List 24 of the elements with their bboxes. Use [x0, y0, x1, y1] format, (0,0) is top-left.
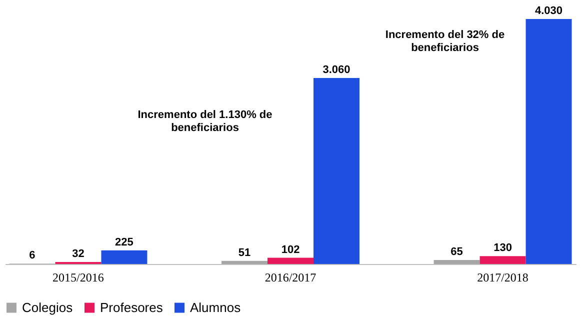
bar — [101, 250, 148, 264]
x-tick-label: 2015/2016 — [52, 270, 104, 284]
annotation: Incremento del 32% de beneficiarios — [385, 29, 505, 54]
data-label: 130 — [494, 242, 512, 254]
bar — [526, 19, 572, 264]
bar — [480, 256, 526, 264]
bar — [222, 260, 268, 264]
bar — [313, 78, 360, 264]
x-tick-label: 2016/2017 — [264, 270, 316, 284]
data-label: 32 — [72, 248, 84, 260]
legend-label: Profesores — [100, 300, 164, 315]
data-label: 225 — [115, 236, 134, 248]
bar — [434, 260, 480, 264]
annotation: Incremento del 1.130% de beneficiarios — [138, 109, 272, 134]
legend-label: Colegios — [22, 300, 74, 315]
bar — [268, 258, 314, 264]
data-label: 102 — [281, 244, 300, 256]
legend-label: Alumnos — [190, 300, 242, 315]
data-label: 3.060 — [322, 64, 350, 76]
data-label: 4.030 — [534, 5, 563, 17]
data-label: 65 — [450, 246, 463, 258]
data-label: 51 — [238, 246, 251, 259]
x-tick-label: 2017/2018 — [477, 270, 528, 284]
data-label: 6 — [29, 250, 36, 262]
